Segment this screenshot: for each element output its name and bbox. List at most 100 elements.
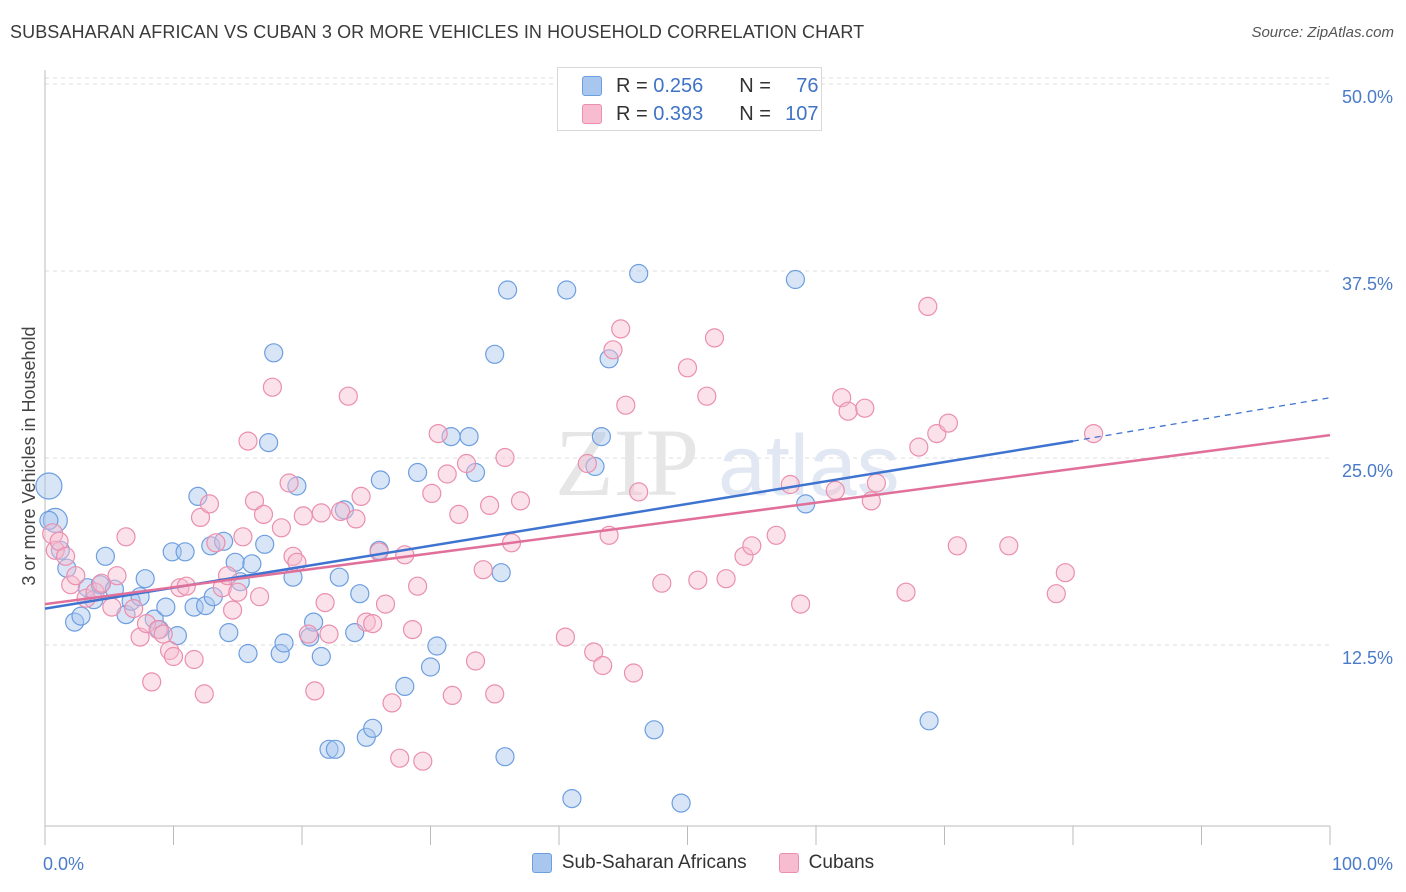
cuban-point [305, 681, 325, 701]
cuban-point [315, 592, 335, 613]
tick-labels: 12.5% 25.0% 37.5% 50.0% 0.0% 100.0% [43, 87, 1393, 874]
subsaharan-point [42, 507, 68, 534]
cuban-point [918, 296, 938, 316]
subsaharan-point [562, 788, 582, 809]
cuban-point [947, 536, 967, 556]
cuban-point [1055, 563, 1075, 583]
subsaharan-point [201, 536, 221, 556]
cuban-point [311, 503, 331, 523]
cuban-point [616, 395, 636, 415]
r-label: R = [616, 102, 648, 125]
cuban-point [190, 507, 211, 528]
cuban-point [194, 684, 214, 704]
cuban-point [603, 340, 623, 360]
cuban-point [697, 386, 717, 406]
cuban-point [293, 506, 313, 526]
cuban-point [677, 358, 698, 378]
n-value: 107 [785, 102, 819, 125]
cuban-point [555, 627, 576, 647]
subsaharan-point [274, 633, 294, 653]
subsaharan-trend-extension [1072, 397, 1331, 442]
subsaharan-point [671, 793, 691, 813]
cuban-point [652, 573, 672, 593]
subsaharan-point [363, 718, 383, 738]
subsaharan-point [304, 612, 324, 632]
cuban-point [199, 494, 220, 514]
cuban-point [742, 536, 762, 556]
subsaharan-point [329, 567, 349, 587]
chart-title: SUBSAHARAN AFRICAN VS CUBAN 3 OR MORE VE… [10, 22, 865, 42]
subsaharan-point [71, 606, 91, 626]
cuban-point [116, 527, 136, 547]
cuban-point [938, 413, 959, 433]
subsaharan-point [491, 563, 511, 583]
cuban-point [136, 613, 157, 634]
subsaharan-point [459, 427, 479, 447]
cuban-point [55, 546, 76, 566]
subsaharan-point [175, 542, 195, 562]
cuban-point [369, 542, 389, 562]
series-legend: Sub-Saharan Africans Cubans [0, 852, 1406, 874]
r-label: R = [616, 74, 648, 97]
cuban-point [855, 398, 875, 418]
cuban-point [319, 624, 339, 644]
cuban-point [623, 663, 644, 683]
cuban-point [1046, 584, 1066, 604]
cuban-point [390, 748, 410, 768]
subsaharan-point [214, 531, 234, 551]
watermark-atlas: atlas [718, 418, 900, 514]
cuban-point [238, 431, 258, 451]
subsaharan-point [585, 456, 605, 477]
subsaharan-point [427, 636, 447, 656]
cuban-point [780, 474, 800, 495]
subsaharan-point [259, 433, 279, 453]
subsaharan-point [408, 462, 428, 483]
cuban-point [262, 377, 282, 397]
cuban-point [351, 486, 371, 506]
subsaharan-point [135, 569, 155, 589]
cuban-point [688, 570, 708, 590]
cuban-point [244, 491, 265, 511]
cuban-point [402, 619, 423, 640]
y-tick-label: 12.5% [1342, 648, 1393, 668]
subsaharan-point [264, 343, 284, 363]
subsaharan-point [319, 739, 339, 759]
n-label: N = [739, 74, 771, 97]
cuban-point [382, 693, 402, 713]
stats-row-cubans: R = 0.393 N = 107 [582, 100, 819, 128]
data-points [35, 87, 1104, 813]
cuban-point [611, 319, 631, 339]
cuban-trend-line [44, 433, 1331, 606]
cuban-point [408, 576, 428, 596]
cuban-point [375, 594, 396, 614]
cuban-point [206, 533, 226, 553]
subsaharan-point [188, 486, 208, 506]
legend-label-cubans: Cubans [808, 852, 875, 873]
trend-lines [44, 397, 1331, 610]
cuban-point [593, 655, 613, 676]
subsaharan-point [495, 747, 515, 767]
x-tick-label: 100.0% [1332, 854, 1393, 874]
cuban-point [271, 518, 291, 538]
cuban-point [465, 651, 486, 671]
subsaharan-swatch [582, 76, 602, 96]
cuban-point [866, 473, 887, 493]
subsaharan-point [629, 263, 649, 284]
legend-item-cubans[interactable]: Cubans [778, 852, 875, 874]
stats-row-subsaharan: R = 0.256 N = 76 [582, 72, 819, 100]
subsaharan-point [395, 676, 415, 697]
cuban-point [766, 525, 786, 545]
cuban-point [163, 646, 184, 667]
n-value: 76 [796, 74, 819, 97]
subsaharan-point [420, 657, 441, 677]
cuban-point [42, 523, 64, 545]
legend-item-subsaharan[interactable]: Sub-Saharan Africans [531, 852, 747, 874]
subsaharan-point [591, 427, 612, 447]
cuban-point [734, 546, 754, 566]
cuban-point [442, 685, 462, 706]
cuban-point [331, 501, 351, 521]
cuban-point [346, 509, 366, 529]
cuban-point [153, 624, 173, 644]
cuban-point [999, 536, 1019, 556]
